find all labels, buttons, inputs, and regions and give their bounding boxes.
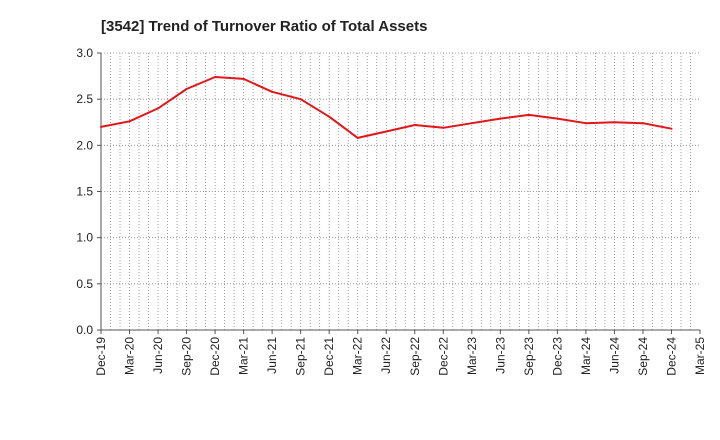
x-tick-label: Dec-19 xyxy=(94,337,108,376)
x-tick-label: Dec-21 xyxy=(322,337,336,376)
x-tick-label: Sep-23 xyxy=(522,337,536,376)
x-tick-label: Dec-23 xyxy=(550,337,564,376)
data-point xyxy=(385,130,388,133)
data-point xyxy=(214,76,217,79)
x-tick-label: Sep-21 xyxy=(294,337,308,376)
data-point xyxy=(356,136,359,139)
data-point xyxy=(299,98,302,101)
y-tick-label: 1.5 xyxy=(76,185,93,199)
series-layer xyxy=(100,76,673,139)
data-point xyxy=(185,88,188,91)
x-tick-label: Dec-20 xyxy=(208,337,222,376)
x-tick-label: Mar-23 xyxy=(465,337,479,375)
grid xyxy=(101,52,700,330)
y-axis-ticks: 0.0 0.5 1.0 1.5 2.0 2.5 3.0 xyxy=(76,46,101,337)
x-tick-label: Jun-20 xyxy=(151,337,165,374)
data-point xyxy=(328,115,331,118)
x-tick-label: Jun-21 xyxy=(265,337,279,374)
data-point xyxy=(128,120,131,123)
y-tick-label: 1.0 xyxy=(76,231,93,245)
x-tick-label: Jun-22 xyxy=(379,337,393,374)
data-point xyxy=(556,117,559,120)
data-point xyxy=(670,127,673,130)
data-point xyxy=(100,125,102,128)
data-point xyxy=(527,113,530,116)
data-point xyxy=(470,122,473,125)
x-tick-label: Dec-24 xyxy=(664,337,678,376)
y-tick-label: 2.0 xyxy=(76,138,93,152)
y-tick-label: 2.5 xyxy=(76,92,93,106)
data-point xyxy=(499,117,502,120)
chart-title: [3542] Trend of Turnover Ratio of Total … xyxy=(101,18,427,35)
y-tick-label: 3.0 xyxy=(76,46,93,60)
x-tick-label: Sep-20 xyxy=(180,337,194,376)
data-point xyxy=(242,77,245,80)
data-point xyxy=(271,90,274,93)
data-point xyxy=(442,126,445,129)
x-tick-label: Jun-23 xyxy=(493,337,507,374)
data-point xyxy=(157,107,160,110)
data-point xyxy=(641,122,644,125)
x-tick-label: Dec-22 xyxy=(436,337,450,376)
x-tick-label: Mar-21 xyxy=(237,337,251,375)
x-tick-label: Mar-22 xyxy=(351,337,365,375)
x-tick-label: Jun-24 xyxy=(607,337,621,374)
data-point xyxy=(584,122,587,125)
data-point xyxy=(413,124,416,127)
x-tick-label: Mar-25 xyxy=(693,337,707,375)
x-tick-label: Sep-24 xyxy=(636,337,650,376)
x-tick-label: Mar-20 xyxy=(123,337,137,375)
data-point xyxy=(613,121,616,124)
x-tick-label: Mar-24 xyxy=(579,337,593,375)
axes xyxy=(100,53,700,331)
y-tick-label: 0.0 xyxy=(76,323,93,337)
x-axis-ticks: Dec-19 Mar-20 Jun-20 Sep-20 Dec-20 Mar-21 Jun-… xyxy=(94,330,707,376)
x-tick-label: Sep-22 xyxy=(408,337,422,376)
y-tick-label: 0.5 xyxy=(76,277,93,291)
